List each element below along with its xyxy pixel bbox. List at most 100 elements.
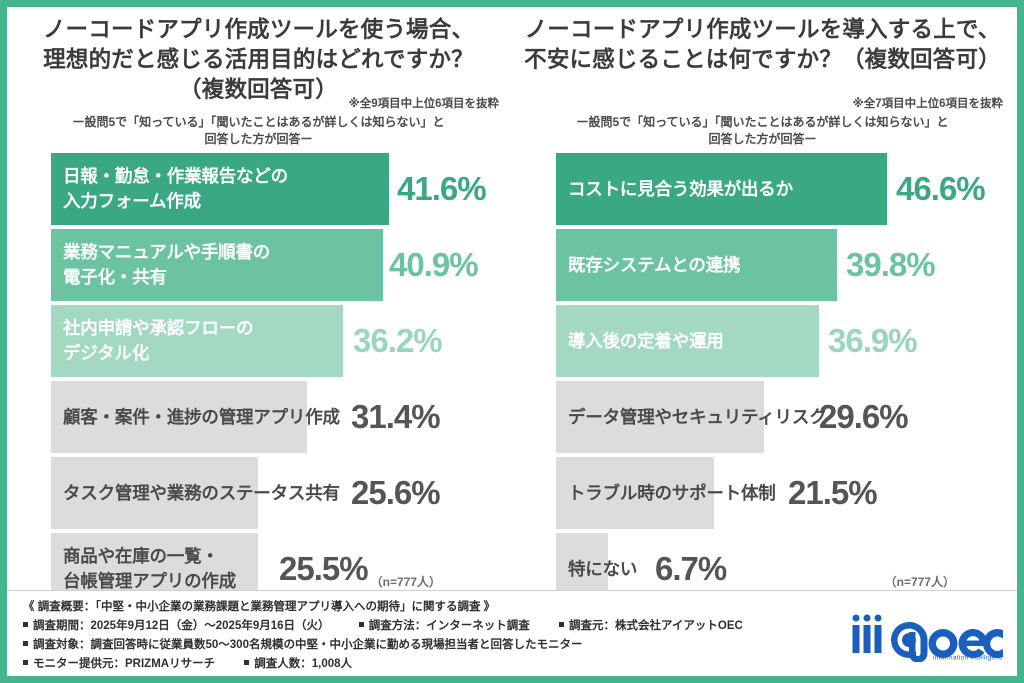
bar-category-label: 日報・勤怠・作業報告などの 入力フォーム作成	[63, 153, 288, 225]
bar-chart-right: コストに見合う効果が出るか 46.6% 既存システムとの連携 39.8% 導入後の定着や…	[514, 153, 1011, 605]
bar-category-label: 業務マニュアルや手順書の 電子化・共有	[63, 229, 270, 301]
bar-category-line: 既存システムとの連携	[568, 254, 741, 275]
sub-note-line: ー設問5で「知っている」「聞いたことはあるが詳しくは知らない」と	[576, 115, 949, 129]
bar-category-line: 顧客・案件・進捗の管理アプリ作成	[63, 406, 340, 427]
footer-target-text: 調査対象：調査回答時に従業員数50～300名規模の中堅・中小企業に勤める現場担当…	[33, 639, 583, 651]
sample-size-label-left: （n=777人）	[370, 575, 441, 589]
bar-value-label: 6.7%	[655, 550, 727, 587]
bullet-icon	[558, 622, 564, 627]
bar-rect	[51, 381, 307, 453]
sample-size-label-right: （n=777人）	[884, 575, 955, 589]
bar-value-label: 39.8%	[846, 246, 936, 283]
bar-category-line: 入力フォーム作成	[63, 191, 201, 211]
bar-category-label: 既存システムとの連携	[568, 229, 741, 301]
bar-category-line: デジタル化	[63, 343, 150, 363]
bar-row: 社内申請や承認フローの デジタル化 36.2%	[51, 305, 507, 377]
excerpt-note-left: ※全9項目中上位6項目を抜粋	[348, 98, 499, 110]
bar-category-line: タスク管理や業務のステータス共有	[63, 482, 340, 503]
bar-category-line: 業務マニュアルや手順書の	[63, 242, 271, 262]
chart-panel-left: ノーコードアプリ作成ツールを使う場合、 理想的だと感じる活用目的はどれですか？ …	[10, 7, 507, 605]
bar-row: 商品や在庫の一覧・ 台帳管理アプリの作成 25.5%	[51, 533, 507, 605]
page-title-left: ノーコードアプリ作成ツールを使う場合、 理想的だと感じる活用目的はどれですか？ …	[10, 15, 507, 105]
bar-category-line: 導入後の定着や運用	[568, 330, 724, 351]
bar-category-line: 日報・勤怠・作業報告などの	[63, 166, 288, 186]
bar-category-line: 特にない	[568, 558, 638, 579]
footer-source: 調査元：株式会社アイアットOEC	[558, 617, 743, 633]
title-line: ノーコードアプリ作成ツールを導入する上で、	[524, 17, 1001, 42]
bar-rect	[51, 305, 343, 377]
bar-category-line: データ管理やセキュリティリスク	[568, 406, 827, 427]
bar-value-label: 29.6%	[819, 398, 909, 435]
bar-category-label: 商品や在庫の一覧・ 台帳管理アプリの作成	[63, 533, 236, 605]
bar-value-label: 21.5%	[788, 474, 878, 511]
bar-rect	[51, 153, 389, 225]
bar-category-line: 電子化・共有	[63, 267, 167, 287]
sub-note-left: ー設問5で「知っている」「聞いたことはあるが詳しくは知らない」と 回答した方が回…	[10, 114, 507, 148]
bar-category-label: トラブル時のサポート体制	[568, 457, 776, 529]
bar-category-label: タスク管理や業務のステータス共有	[63, 457, 340, 529]
bar-row: 顧客・案件・進捗の管理アプリ作成 31.4%	[51, 381, 507, 453]
footer-method: 調査方法：インターネット調査	[358, 617, 530, 633]
bar-value-label: 25.5%	[279, 550, 369, 587]
title-line: 理想的だと感じる活用目的はどれですか？	[43, 47, 474, 72]
footer-row-monitor: モニター提供元：PRIZMAリサーチ 調査人数：1,008人	[23, 655, 352, 671]
bar-rect	[51, 229, 383, 301]
title-line: （複数回答可）	[179, 77, 338, 102]
bar-category-line: トラブル時のサポート体制	[568, 482, 776, 503]
footer-period-text: 調査期間：2025年9月12日（金）～2025年9月16日（火）	[33, 620, 330, 632]
footer-source-text: 調査元：株式会社アイアットOEC	[568, 620, 743, 632]
bar-rect	[51, 457, 258, 529]
bar-category-label: 社内申請や承認フローの デジタル化	[63, 305, 254, 377]
chart-panel-right: ノーコードアプリ作成ツールを導入する上で、 不安に感じることは何ですか？（複数回…	[514, 7, 1011, 605]
company-logo: information intelligence innovation	[845, 610, 1003, 662]
logo-tagline-text: information intelligence innovation	[933, 655, 1003, 662]
bullet-icon	[358, 622, 364, 627]
bar-value-label: 41.6%	[397, 170, 487, 207]
bar-value-label: 46.6%	[896, 170, 986, 207]
bar-category-line: 社内申請や承認フローの	[63, 318, 254, 338]
bar-category-label: 顧客・案件・進捗の管理アプリ作成	[63, 381, 340, 453]
footer-count: 調査人数：1,008人	[244, 655, 352, 671]
bar-row: データ管理やセキュリティリスク 29.6%	[556, 381, 1011, 453]
bullet-icon	[23, 641, 28, 646]
title-line: 不安に感じることは何ですか？（複数回答可）	[524, 47, 1001, 72]
title-line: ノーコードアプリ作成ツールを使う場合、	[42, 17, 475, 42]
footer-row-target: 調査対象：調査回答時に従業員数50～300名規模の中堅・中小企業に勤める現場担当…	[23, 636, 582, 652]
bar-value-label: 36.2%	[353, 322, 443, 359]
infographic-canvas: ノーコードアプリ作成ツールを使う場合、 理想的だと感じる活用目的はどれですか？ …	[7, 7, 1017, 676]
bullet-icon	[244, 660, 250, 665]
sub-note-line: 回答した方が回答ー	[708, 132, 817, 146]
bar-rect	[556, 229, 837, 301]
bullet-icon	[23, 660, 28, 665]
sub-note-line: ー設問5で「知っている」「聞いたことはあるが詳しくは知らない」と	[72, 115, 445, 129]
bar-rect	[556, 381, 764, 453]
bar-category-label: データ管理やセキュリティリスク	[568, 381, 827, 453]
bar-category-line: コストに見合う効果が出るか	[568, 178, 793, 199]
sub-note-line: 回答した方が回答ー	[204, 132, 313, 146]
bar-rect	[556, 457, 714, 529]
bar-rect	[556, 305, 819, 377]
bar-row: タスク管理や業務のステータス共有 25.6%	[51, 457, 507, 529]
bar-category-label: 導入後の定着や運用	[568, 305, 724, 377]
bar-category-line: 台帳管理アプリの作成	[63, 571, 236, 591]
footer-period: 調査期間：2025年9月12日（金）～2025年9月16日（火）	[23, 617, 330, 633]
bar-value-label: 31.4%	[351, 398, 441, 435]
footer-method-text: 調査方法：インターネット調査	[368, 620, 530, 632]
survey-footer: 《 調査概要：「中堅・中小企業の業務課題と業務管理アプリ導入への期待」に関する調…	[7, 590, 1017, 676]
footer-monitor: モニター提供元：PRIZMAリサーチ	[23, 655, 215, 671]
bar-chart-left: 日報・勤怠・作業報告などの 入力フォーム作成 41.6% 業務マニュアルや手順書の 電子…	[10, 153, 507, 605]
footer-monitor-text: モニター提供元：PRIZMAリサーチ	[33, 658, 216, 670]
page-title-right: ノーコードアプリ作成ツールを導入する上で、 不安に感じることは何ですか？（複数回…	[514, 15, 1011, 75]
bar-row: 業務マニュアルや手順書の 電子化・共有 40.9%	[51, 229, 507, 301]
sub-note-right: ー設問5で「知っている」「聞いたことはあるが詳しくは知らない」と 回答した方が回…	[514, 114, 1011, 148]
excerpt-note-right: ※全7項目中上位6項目を抜粋	[852, 98, 1003, 110]
bar-category-label: 特にない	[568, 533, 637, 605]
bar-row: 導入後の定着や運用 36.9%	[556, 305, 1011, 377]
footer-count-text: 調査人数：1,008人	[254, 658, 353, 670]
bar-row: トラブル時のサポート体制 21.5%	[556, 457, 1011, 529]
bar-row: 日報・勤怠・作業報告などの 入力フォーム作成 41.6%	[51, 153, 507, 225]
footer-target: 調査対象：調査回答時に従業員数50～300名規模の中堅・中小企業に勤める現場担当…	[23, 636, 582, 652]
bar-row: 既存システムとの連携 39.8%	[556, 229, 1011, 301]
bar-rect	[556, 153, 887, 225]
